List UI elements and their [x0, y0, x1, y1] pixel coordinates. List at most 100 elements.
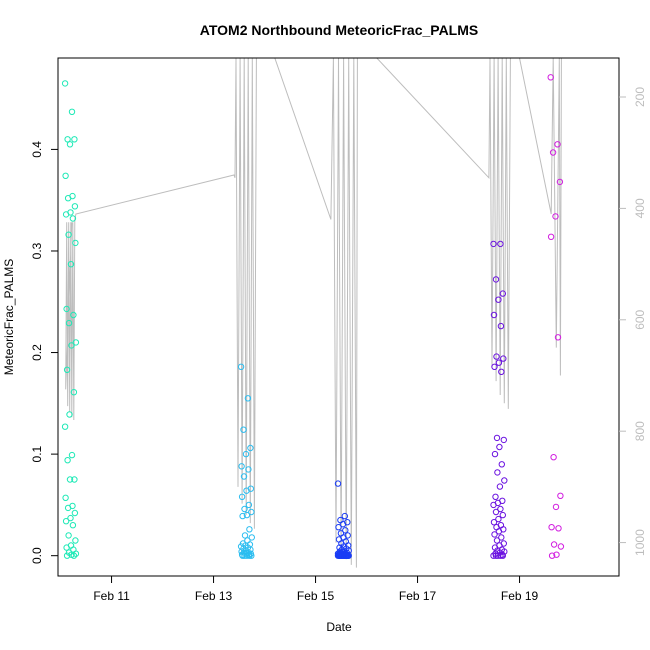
data-point: [490, 552, 497, 559]
right-y-axis: 200 400 600 800 1000: [619, 87, 647, 556]
data-point: [70, 552, 78, 559]
data-point: [241, 552, 248, 559]
data-point: [63, 552, 71, 559]
data-point: [62, 211, 70, 218]
data-point: [498, 368, 505, 375]
data-point: [239, 512, 246, 520]
data-point: [63, 305, 70, 313]
data-point: [496, 483, 504, 490]
x-tick-label: Feb 19: [501, 589, 539, 603]
data-point: [64, 195, 72, 202]
data-point: [498, 461, 505, 468]
data-point: [498, 534, 505, 541]
data-point: [66, 141, 74, 148]
data-point: [490, 240, 497, 248]
x-tick-label: Feb 11: [93, 589, 130, 603]
data-point: [547, 233, 555, 241]
data-point: [71, 203, 79, 210]
data-point: [500, 355, 507, 362]
data-point: [492, 508, 500, 516]
data-point: [248, 552, 255, 559]
data-point: [72, 537, 79, 544]
data-point: [61, 80, 69, 87]
data-point: [66, 476, 74, 483]
data-point: [497, 505, 504, 513]
data-point: [246, 526, 253, 533]
y-tick-label: 0.0: [30, 547, 44, 564]
data-point: [490, 501, 497, 509]
data-point: [493, 434, 501, 442]
data-point: [62, 518, 70, 525]
data-point: [549, 149, 557, 156]
data-point: [247, 444, 254, 452]
y2-tick-label: 1000: [633, 529, 647, 556]
data-point: [490, 519, 498, 526]
data-point: [239, 552, 246, 559]
y-axis-label: MeteoricFrac_PALMS: [2, 259, 16, 375]
data-point: [497, 552, 504, 559]
data-point: [248, 508, 255, 516]
data-point: [64, 504, 72, 512]
data-point: [65, 319, 73, 327]
data-point: [335, 524, 342, 531]
data-point: [499, 552, 506, 559]
data-point: [499, 290, 506, 297]
data-point: [491, 450, 499, 458]
data-point: [67, 514, 74, 522]
y-tick-label: 0.4: [30, 141, 44, 158]
data-point: [67, 261, 75, 268]
data-point: [495, 515, 502, 523]
data-point: [69, 522, 77, 529]
y2-tick-label: 600: [633, 309, 647, 329]
data-point: [499, 511, 506, 519]
data-point: [554, 141, 561, 148]
y2-tick-label: 400: [633, 198, 647, 218]
data-point: [71, 476, 78, 483]
data-point: [248, 534, 256, 541]
data-point: [553, 551, 560, 558]
data-point: [72, 550, 80, 557]
data-point: [242, 450, 250, 458]
data-point: [491, 531, 498, 538]
data-point: [557, 543, 565, 550]
x-tick-label: Feb 17: [399, 589, 437, 603]
data-point: [552, 213, 559, 220]
data-point: [555, 525, 562, 532]
data-point: [548, 552, 556, 559]
data-point: [495, 296, 502, 303]
data-point: [495, 528, 503, 535]
x-axis-label: Date: [326, 620, 352, 634]
y-axis: 0.0 0.1 0.2 0.3 0.4: [30, 141, 58, 564]
data-point: [492, 552, 500, 559]
plot-frame: [57, 57, 620, 577]
data-point: [71, 136, 78, 143]
data-point: [245, 466, 252, 473]
data-point: [62, 172, 69, 180]
data-point: [238, 463, 245, 470]
x-tick-label: Feb 15: [297, 589, 335, 603]
data-point: [61, 423, 69, 430]
data-point: [492, 276, 500, 283]
data-point: [493, 537, 501, 544]
data-point: [71, 509, 79, 517]
data-points-layer: [61, 74, 565, 559]
data-point: [70, 311, 77, 319]
data-point: [68, 342, 75, 349]
data-point: [337, 552, 344, 559]
data-point: [241, 505, 248, 513]
data-point: [496, 443, 503, 451]
data-point: [238, 493, 246, 500]
data-point: [244, 395, 252, 402]
data-point: [65, 532, 72, 539]
pressure-line: [65, 57, 562, 568]
pressure-profile-layer: [65, 57, 562, 568]
data-point: [342, 527, 349, 534]
data-point: [64, 457, 71, 464]
data-point: [494, 469, 501, 476]
data-point: [63, 544, 70, 551]
data-point: [63, 366, 71, 373]
data-point: [490, 311, 498, 319]
data-point: [495, 359, 503, 366]
data-point: [72, 339, 80, 346]
